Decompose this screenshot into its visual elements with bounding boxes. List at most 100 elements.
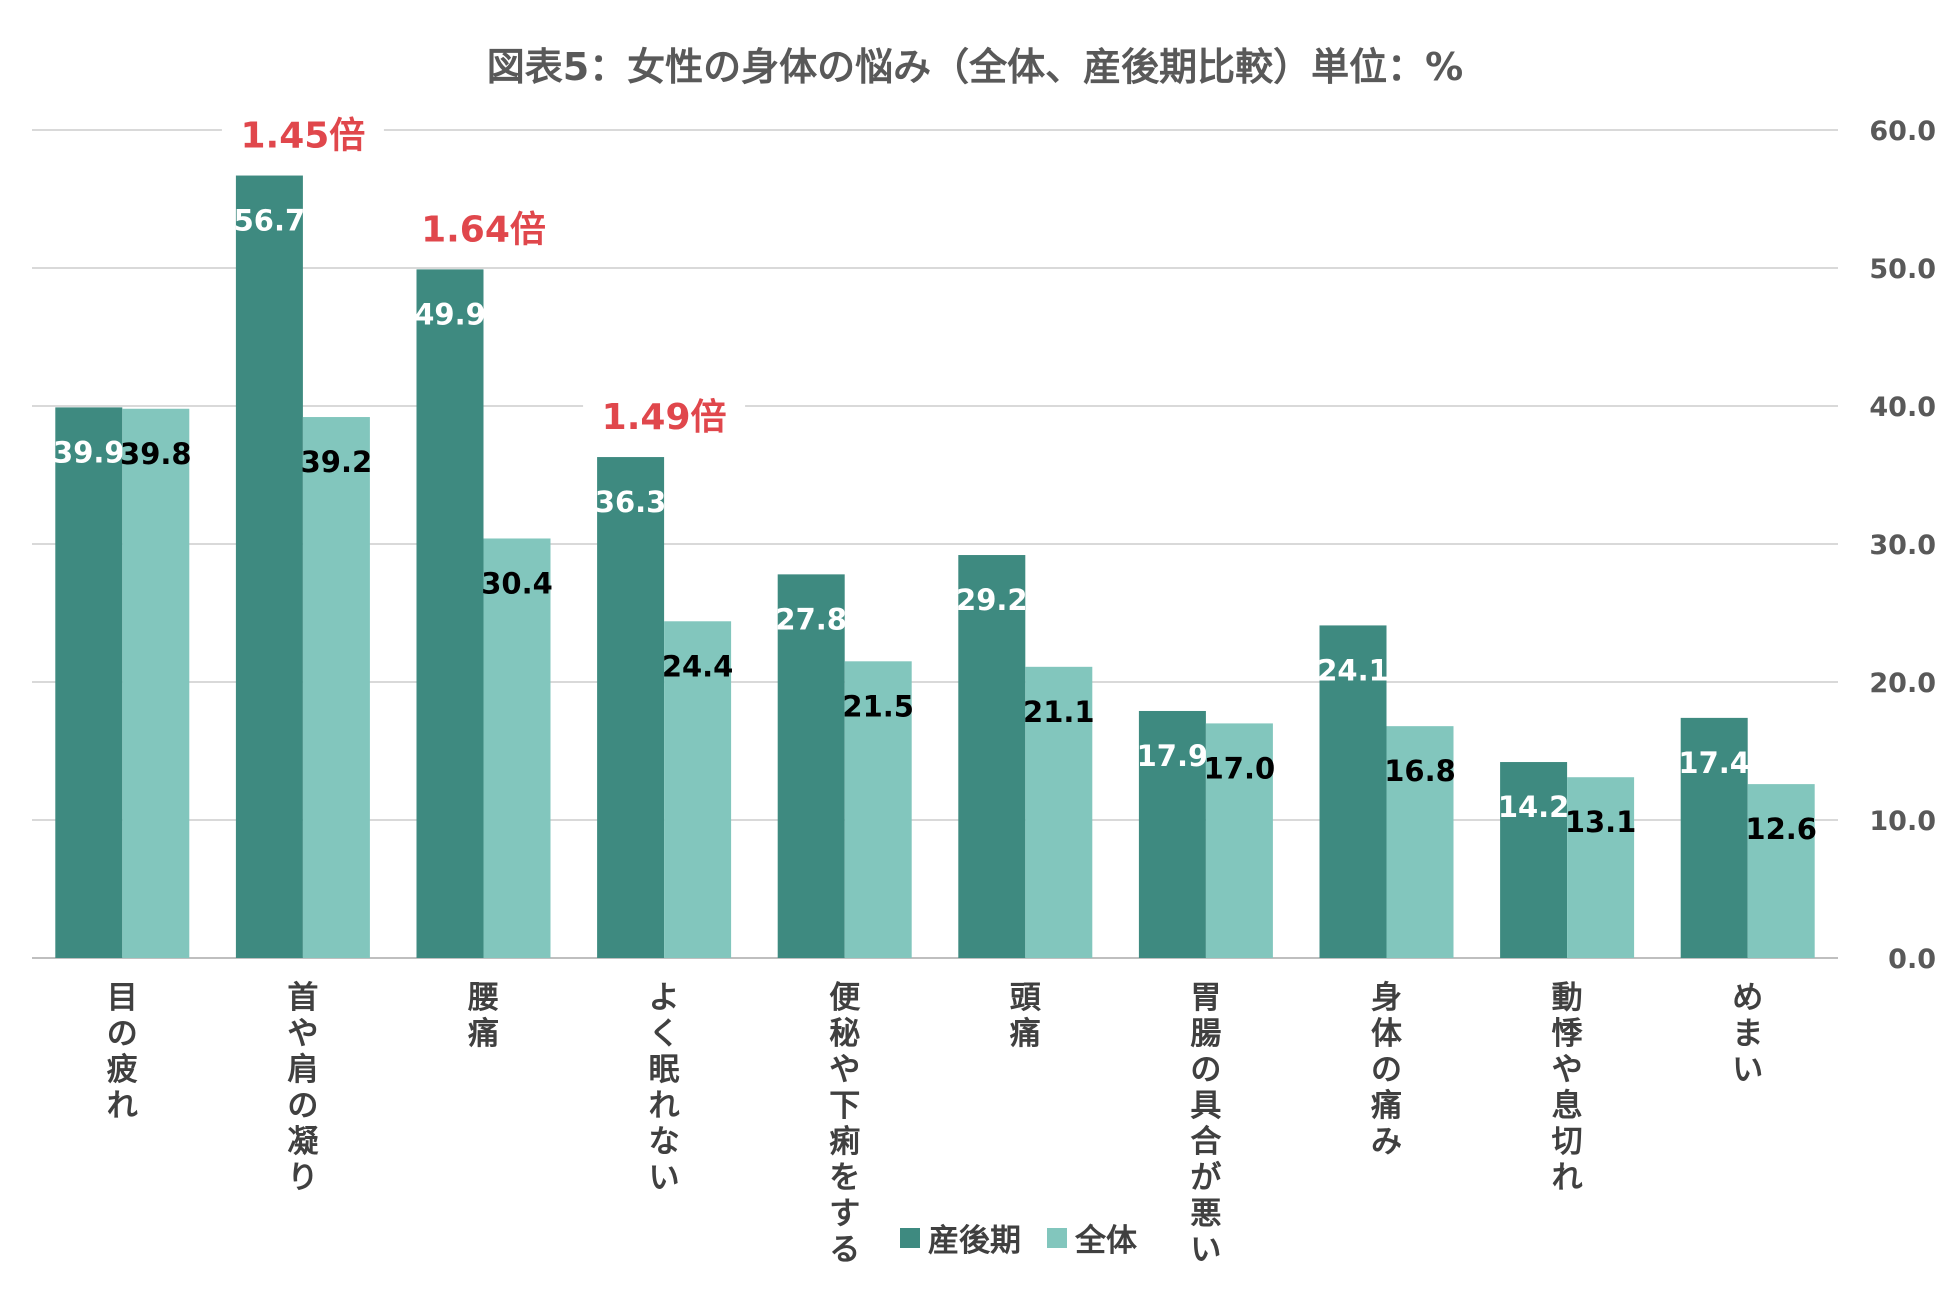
x-tick-label: 疲: [107, 1052, 138, 1088]
x-tick-label: 痛: [468, 1016, 499, 1052]
y-tick-label: 0.0: [1888, 944, 1936, 975]
x-tick-label: の: [1371, 1052, 1402, 1088]
chart-title: 図表5：女性の身体の悩み（全体、産後期比較）単位：%: [486, 45, 1464, 89]
legend-swatch-postpartum: [900, 1227, 920, 1248]
x-tick-label: 腰: [468, 980, 499, 1016]
legend-swatch-overall: [1047, 1227, 1067, 1248]
data-label: 39.8: [120, 437, 192, 471]
x-tick-label: 動: [1552, 980, 1583, 1016]
x-tick-label: 身: [1371, 980, 1402, 1016]
bar-postpartum: [1680, 717, 1748, 958]
x-tick-label: や: [1552, 1052, 1583, 1088]
bar-overall: [302, 417, 370, 958]
x-tick-label: れ: [1552, 1160, 1583, 1196]
x-tick-label: 合: [1190, 1124, 1221, 1160]
ratio-annotation: 1.49倍: [602, 397, 727, 438]
x-tick-label: 痢: [829, 1124, 860, 1160]
legend-item-postpartum: 産後期: [900, 1215, 1021, 1260]
data-label: 39.9: [53, 435, 125, 469]
data-label: 21.5: [842, 689, 914, 723]
x-tick-label: な: [649, 1124, 680, 1160]
x-tick-label: れ: [649, 1088, 680, 1124]
data-label: 27.8: [775, 602, 847, 636]
x-tick-label: 肩: [287, 1052, 318, 1088]
y-tick-label: 30.0: [1869, 530, 1936, 561]
x-tick-label: み: [1371, 1124, 1402, 1160]
legend-item-overall: 全体: [1047, 1215, 1137, 1260]
bar-postpartum: [1138, 710, 1206, 958]
data-label: 56.7: [234, 204, 306, 238]
bar-postpartum: [55, 407, 123, 958]
data-label: 14.2: [1498, 790, 1570, 824]
data-label: 17.9: [1137, 739, 1209, 773]
x-tick-label: ま: [1732, 1016, 1763, 1052]
bar-overall: [844, 661, 912, 958]
legend: 産後期 全体: [900, 1215, 1163, 1260]
bar-postpartum: [1500, 762, 1568, 958]
data-label: 21.1: [1023, 695, 1095, 729]
bar-overall: [1386, 726, 1454, 958]
bar-postpartum: [1319, 625, 1387, 958]
x-tick-label: 痛: [1371, 1088, 1402, 1124]
annotation-background: [402, 205, 565, 254]
x-tick-label: る: [829, 1232, 860, 1268]
data-label: 12.6: [1745, 812, 1817, 846]
x-tick-label: い: [649, 1160, 680, 1196]
x-tick-label: 体: [1371, 1016, 1402, 1052]
y-tick-label: 20.0: [1869, 668, 1936, 699]
bar-postpartum: [235, 175, 303, 959]
x-tick-label: が: [1190, 1160, 1221, 1196]
x-tick-label: 痛: [1010, 1016, 1041, 1052]
y-tick-label: 50.0: [1869, 254, 1936, 285]
data-label: 16.8: [1384, 754, 1456, 788]
x-tick-label: 下: [829, 1088, 860, 1124]
bar-postpartum: [777, 574, 845, 958]
x-tick-label: 切: [1552, 1124, 1583, 1160]
data-label: 24.4: [662, 649, 734, 683]
bar-overall: [1747, 784, 1815, 958]
x-tick-label: め: [1732, 980, 1763, 1016]
annotation-background: [583, 393, 746, 442]
data-label: 24.1: [1317, 653, 1389, 687]
bar-postpartum: [597, 457, 665, 958]
data-label: 36.3: [595, 485, 667, 519]
x-tick-label: の: [1190, 1052, 1221, 1088]
x-tick-label: い: [1190, 1232, 1221, 1268]
x-tick-label: よ: [649, 980, 680, 1016]
x-tick-label: く: [649, 1016, 680, 1052]
legend-label-overall: 全体: [1075, 1223, 1137, 1259]
bar-overall: [122, 408, 190, 958]
x-tick-label: 凝: [287, 1124, 318, 1160]
bar-postpartum: [958, 555, 1026, 958]
annotation-background: [221, 111, 384, 160]
x-tick-label: 秘: [829, 1016, 860, 1052]
x-tick-label: 息: [1552, 1088, 1583, 1124]
x-tick-label: 具: [1190, 1088, 1221, 1124]
ratio-annotation: 1.45倍: [240, 116, 365, 157]
x-tick-label: の: [107, 1016, 138, 1052]
x-tick-label: い: [1732, 1052, 1763, 1088]
data-label: 49.9: [414, 297, 486, 331]
x-tick-label: 胃: [1190, 980, 1221, 1016]
y-tick-label: 40.0: [1869, 392, 1936, 423]
bar-overall: [664, 621, 732, 958]
x-tick-label: や: [829, 1052, 860, 1088]
bar-postpartum: [416, 269, 484, 958]
x-tick-label: 首: [287, 980, 318, 1016]
x-tick-label: 頭: [1010, 980, 1042, 1016]
x-tick-label: 目: [107, 980, 138, 1016]
x-tick-label: 眠: [649, 1052, 680, 1088]
ratio-annotation: 1.64倍: [421, 209, 546, 250]
data-label: 30.4: [481, 566, 553, 600]
x-tick-label: 便: [829, 980, 861, 1016]
y-tick-label: 10.0: [1869, 806, 1936, 837]
data-label: 13.1: [1565, 805, 1637, 839]
x-tick-label: す: [829, 1196, 860, 1232]
x-tick-label: れ: [107, 1088, 138, 1124]
data-label: 17.0: [1204, 751, 1276, 785]
y-tick-label: 60.0: [1869, 116, 1936, 147]
x-tick-label: 悸: [1552, 1016, 1584, 1052]
x-tick-label: や: [287, 1016, 318, 1052]
